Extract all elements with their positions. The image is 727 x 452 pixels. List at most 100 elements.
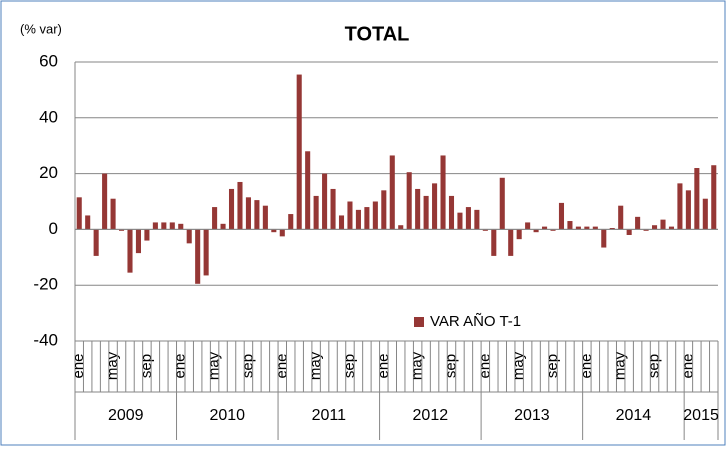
bar	[347, 201, 353, 230]
y-axis-title: (% var)	[20, 21, 62, 36]
bar	[144, 229, 150, 241]
bar	[609, 228, 615, 230]
bar	[135, 229, 141, 254]
x-tick-label: may	[612, 351, 629, 380]
bar	[660, 219, 666, 230]
bar	[389, 155, 395, 230]
bar	[203, 229, 209, 276]
bar	[279, 229, 285, 237]
bar	[288, 214, 294, 230]
y-tick-label: 20	[39, 163, 58, 182]
bar	[635, 216, 641, 230]
x-tick-label: may	[307, 351, 324, 380]
bar	[618, 205, 624, 230]
y-tick-label: 40	[39, 107, 58, 126]
y-tick-label: 0	[49, 219, 58, 238]
bar	[406, 172, 412, 230]
bar	[220, 223, 226, 230]
bar	[102, 173, 108, 230]
x-tick-label: ene	[375, 353, 392, 378]
chart-title: TOTAL	[345, 23, 410, 45]
bar	[355, 209, 361, 230]
bar	[592, 226, 598, 230]
legend-swatch	[414, 317, 424, 327]
bar	[254, 200, 260, 230]
bar	[212, 207, 218, 230]
x-tick-label: sep	[442, 354, 459, 378]
bar	[542, 226, 548, 230]
bar	[415, 188, 421, 230]
bar	[423, 195, 429, 230]
x-tick-label: ene	[679, 353, 696, 378]
y-tick-label: 60	[39, 51, 58, 70]
x-tick-label: sep	[341, 354, 358, 378]
x-tick-label: sep	[646, 354, 663, 378]
x-tick-label: ene	[273, 353, 290, 378]
bar	[186, 229, 192, 244]
bar	[516, 229, 522, 240]
y-tick-label: -20	[33, 275, 58, 294]
bar	[491, 229, 497, 256]
y-tick-label: -40	[33, 330, 58, 349]
bar	[457, 212, 463, 230]
x-tick-label: sep	[138, 354, 155, 378]
bar	[118, 229, 125, 231]
bar	[499, 177, 505, 230]
bar	[668, 226, 675, 230]
bar	[533, 229, 539, 233]
legend-label: VAR AÑO T-1	[430, 313, 521, 330]
year-label: 2014	[616, 407, 652, 424]
x-tick-label: may	[409, 351, 426, 380]
bar	[584, 226, 590, 230]
x-tick-label: ene	[70, 353, 87, 378]
bar	[465, 207, 471, 230]
x-tick-label: may	[104, 351, 121, 380]
bar	[330, 188, 336, 230]
bar	[85, 215, 91, 230]
bar	[305, 151, 311, 230]
bar	[398, 225, 404, 230]
bar	[626, 229, 632, 235]
x-tick-label: sep	[544, 354, 561, 378]
bar	[448, 195, 455, 230]
bar	[711, 165, 717, 230]
bar	[195, 229, 201, 284]
bar	[228, 188, 235, 230]
bar	[152, 222, 158, 230]
bar	[474, 209, 480, 230]
bar	[432, 183, 438, 230]
x-tick-label: may	[206, 351, 223, 380]
bar	[169, 222, 175, 230]
x-tick-label: ene	[476, 353, 493, 378]
bar	[110, 198, 116, 230]
x-tick-label: ene	[578, 353, 595, 378]
bar	[685, 190, 691, 230]
bar	[127, 229, 133, 273]
bar	[508, 229, 514, 256]
year-label: 2010	[209, 407, 245, 424]
bar	[338, 215, 345, 230]
bar	[237, 181, 243, 230]
bar	[677, 183, 683, 230]
bar	[575, 226, 581, 230]
bar	[482, 229, 488, 231]
bar	[76, 197, 82, 230]
year-label: 2009	[108, 407, 144, 424]
bar	[440, 155, 446, 230]
bar	[652, 225, 658, 230]
bar	[364, 207, 370, 230]
x-tick-label: ene	[172, 353, 189, 378]
bar	[296, 74, 302, 230]
bar	[313, 195, 319, 230]
x-tick-label: sep	[239, 354, 256, 378]
bar	[643, 229, 649, 231]
bar	[381, 190, 387, 230]
bar	[245, 197, 251, 230]
bar	[322, 173, 328, 230]
bar	[525, 222, 531, 230]
bar	[262, 205, 268, 230]
year-label: 2015	[683, 407, 719, 424]
bar	[601, 229, 607, 248]
year-label: 2012	[413, 407, 449, 424]
bar	[271, 229, 277, 233]
